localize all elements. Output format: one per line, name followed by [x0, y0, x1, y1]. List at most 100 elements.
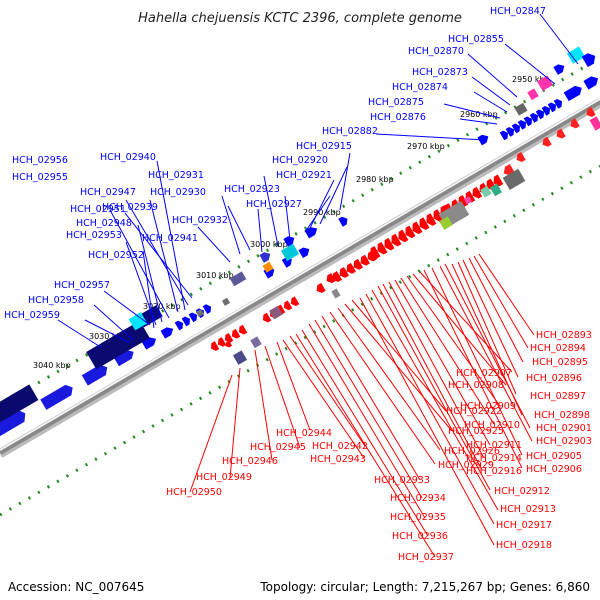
- reverse-gene-label: HCH_02909: [460, 401, 516, 412]
- gene-feature: [353, 258, 363, 270]
- leader-line: [371, 289, 499, 511]
- leader-line: [443, 103, 501, 119]
- gene-feature: [231, 328, 241, 339]
- forward-gene-label: HCH_02920: [272, 155, 328, 166]
- gene-feature: [262, 312, 272, 323]
- leader-line: [439, 265, 533, 442]
- leader-line: [229, 367, 241, 479]
- reverse-gene-label: HCH_02916: [466, 466, 522, 477]
- gene-feature: [514, 102, 528, 116]
- scale-label: 3010 kbp: [196, 271, 234, 280]
- forward-gene-label: HCH_02955: [12, 172, 68, 183]
- gene-feature: [370, 246, 381, 259]
- gene-feature: [290, 296, 300, 307]
- leader-line: [227, 205, 251, 251]
- leader-line: [304, 195, 331, 233]
- gene-feature: [523, 116, 533, 127]
- scale-label: 2980 kbp: [356, 175, 394, 184]
- gene-feature: [238, 324, 248, 335]
- leader-line: [468, 257, 524, 363]
- gene-feature: [535, 109, 545, 120]
- forward-gene-label: HCH_02921: [276, 170, 332, 181]
- leader-line: [156, 160, 186, 311]
- reverse-gene-label: HCH_02908: [448, 380, 504, 391]
- leader-line: [459, 118, 498, 125]
- gene-feature: [480, 185, 492, 198]
- reverse-gene-label: HCH_02897: [530, 391, 586, 402]
- gene-feature: [419, 217, 430, 230]
- reverse-gene-label: HCH_02903: [536, 436, 592, 447]
- gene-feature: [326, 273, 336, 284]
- leader-line: [400, 277, 495, 425]
- genome-summary-text: Topology: circular; Length: 7,215,267 bp…: [260, 580, 590, 594]
- genome-backbone: [0, 98, 600, 458]
- forward-gene-label: HCH_02923: [224, 184, 280, 195]
- leader-line: [321, 315, 421, 481]
- gene-feature: [511, 123, 521, 134]
- gene-feature: [542, 136, 552, 147]
- gene-feature: [113, 350, 134, 367]
- forward-gene-label: HCH_02931: [148, 170, 204, 181]
- reverse-gene-label: HCH_02896: [526, 373, 582, 384]
- leader-line: [295, 333, 436, 558]
- scale-label: 2950 kbp: [512, 75, 550, 84]
- reverse-gene-label: HCH_02911: [466, 440, 522, 451]
- gene-feature: [553, 98, 563, 109]
- gene-feature: [229, 271, 247, 287]
- forward-gene-label: HCH_02873: [412, 67, 468, 78]
- gene-feature: [160, 327, 174, 339]
- forward-gene-label: HCH_02956: [12, 155, 68, 166]
- gene-feature: [502, 168, 526, 190]
- scale-label: 3020 kbp: [143, 302, 181, 311]
- leader-line: [478, 253, 535, 336]
- gene-feature: [195, 308, 205, 318]
- gene-feature: [493, 174, 504, 187]
- gene-feature: [586, 107, 596, 117]
- forward-gene-label: HCH_02939: [102, 202, 158, 213]
- forward-gene-label: HCH_02930: [150, 187, 206, 198]
- scale-label: 2970 kbp: [407, 142, 445, 151]
- gene-feature: [210, 341, 220, 351]
- reverse-leader-lines: [189, 253, 535, 558]
- forward-gene-label: HCH_02947: [80, 187, 136, 198]
- reverse-gene-label: HCH_02913: [500, 504, 556, 515]
- gene-feature: [304, 227, 318, 239]
- scale-labels: 2950 kbp 2960 kbp 2970 kbp 2980 kbp 2990 kbp…: [33, 75, 550, 370]
- leader-line: [284, 195, 291, 241]
- gene-feature: [529, 113, 539, 123]
- leader-line: [289, 335, 366, 447]
- leader-line: [329, 311, 436, 465]
- leader-line: [462, 259, 519, 378]
- leader-line: [197, 226, 231, 263]
- leader-line: [309, 179, 335, 229]
- reverse-gene-label: HCH_02935: [390, 512, 446, 523]
- gene-feature: [405, 225, 416, 239]
- reverse-gene-label: HCH_02912: [494, 486, 550, 497]
- gene-feature: [472, 186, 483, 199]
- gene-feature: [583, 76, 599, 90]
- leader-line: [109, 209, 170, 319]
- gene-feature: [331, 288, 341, 299]
- leader-line: [473, 91, 508, 113]
- gene-feature: [433, 209, 444, 222]
- forward-gene-label: HCH_02957: [54, 280, 110, 291]
- gene-feature: [217, 337, 227, 347]
- leader-line: [254, 349, 273, 461]
- forward-gene-label: HCH_02875: [368, 97, 424, 108]
- forward-gene-label: HCH_02952: [88, 250, 144, 261]
- leader-line: [504, 43, 556, 85]
- gene-feature: [477, 134, 489, 146]
- gene-feature: [40, 384, 73, 410]
- gene-feature: [298, 247, 310, 259]
- reverse-gene-label: HCH_02937: [398, 552, 454, 563]
- leader-line: [308, 323, 426, 519]
- reverse-gene-label: HCH_02901: [536, 423, 592, 434]
- reverse-gene-label: HCH_02929: [438, 460, 494, 471]
- forward-gene-label: HCH_02855: [448, 34, 504, 45]
- reverse-gene-label: HCH_02945: [250, 442, 306, 453]
- leader-line: [301, 329, 429, 537]
- gene-feature: [128, 312, 148, 331]
- leader-line: [359, 297, 495, 546]
- reverse-gene-label: HCH_02946: [222, 456, 278, 467]
- leader-line: [257, 208, 263, 253]
